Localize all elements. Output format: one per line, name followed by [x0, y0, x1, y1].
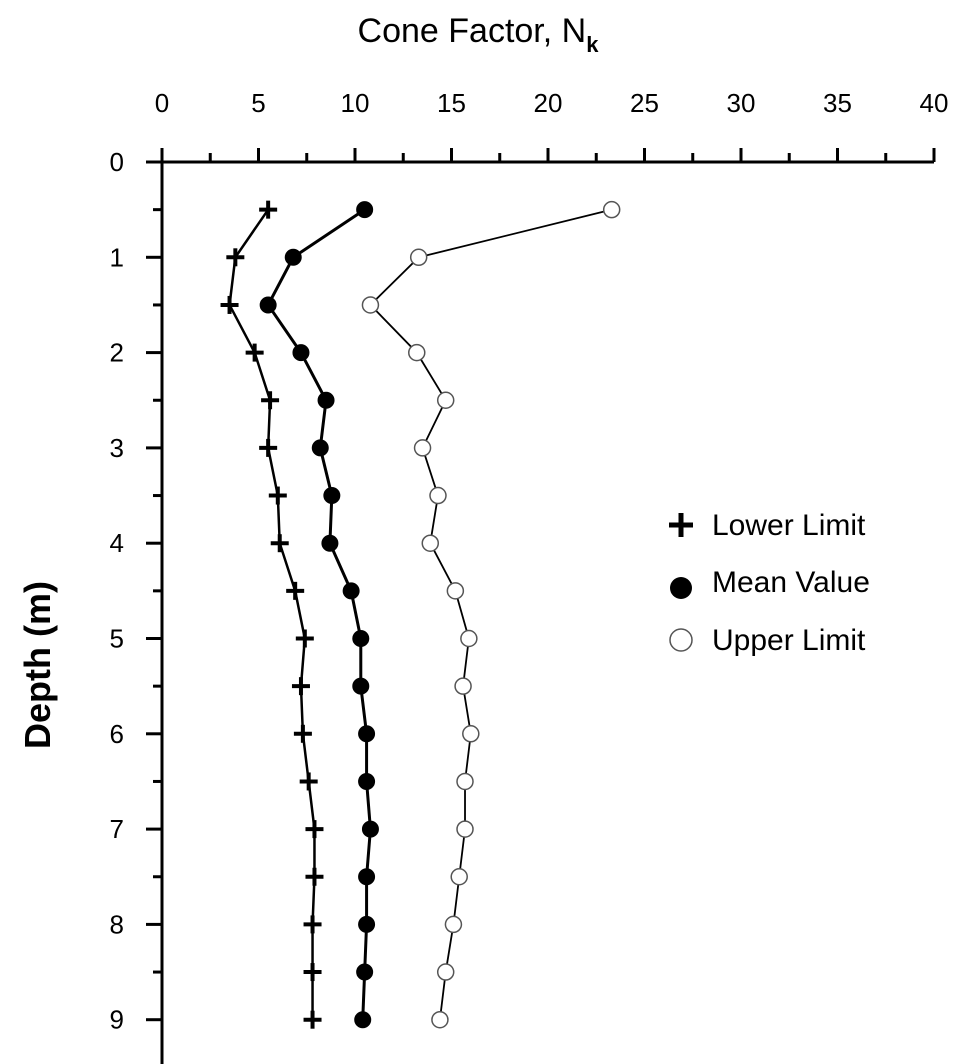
data-point: [270, 534, 289, 553]
data-point: [356, 963, 374, 981]
data-point: [409, 248, 428, 267]
data-point: [421, 534, 440, 552]
y-ticks: 0 1 2 3 4 5 6 7 8 9: [110, 147, 162, 1035]
data-point: [429, 486, 447, 505]
y-axis-title: Depth (m): [17, 581, 58, 749]
y-tick-label: 1: [110, 242, 124, 272]
data-point: [284, 248, 302, 266]
data-point: [436, 391, 455, 409]
legend-label: Mean Value: [712, 566, 870, 599]
x-axis-title-text: Cone Factor, N: [358, 12, 587, 50]
x-tick-label: 10: [341, 88, 370, 118]
x-tick-label: 20: [534, 88, 563, 118]
data-point: [303, 963, 322, 982]
data-point: [456, 772, 474, 791]
data-point: [358, 915, 376, 933]
data-point: [311, 439, 329, 457]
data-point: [245, 343, 264, 362]
legend-label: Lower Limit: [712, 509, 866, 542]
y-tick-label: 7: [110, 814, 124, 844]
x-tick-label: 30: [727, 88, 756, 118]
data-point: [293, 724, 312, 743]
legend-label: Upper Limit: [712, 624, 866, 657]
data-point: [259, 200, 278, 219]
data-point: [462, 725, 480, 743]
x-tick-label: 35: [823, 88, 852, 118]
y-tick-label: 5: [110, 624, 124, 654]
legend-marker-open-circle: [669, 628, 693, 652]
series-layer: [220, 200, 621, 1029]
y-tick-label: 3: [110, 433, 124, 463]
x-tick-label: 5: [251, 88, 265, 118]
data-point: [321, 534, 339, 552]
x-axis-title: Cone Factor, Nk: [358, 12, 600, 57]
y-tick-label: 2: [110, 338, 124, 368]
data-point: [305, 867, 324, 886]
data-point: [456, 820, 474, 838]
legend: Lower Limit Mean Value Upper Limit: [669, 509, 870, 657]
data-point: [361, 820, 379, 838]
data-point: [259, 296, 277, 314]
data-point: [323, 487, 341, 505]
data-point: [431, 1010, 449, 1029]
series-plus: [220, 200, 324, 1029]
data-point: [460, 629, 478, 648]
data-point: [444, 915, 463, 934]
data-point: [352, 677, 370, 695]
data-point: [358, 868, 376, 886]
y-tick-label: 6: [110, 719, 124, 749]
data-point: [220, 295, 239, 314]
data-point: [295, 629, 314, 648]
data-point: [450, 868, 468, 886]
data-point: [342, 582, 360, 600]
data-point: [226, 248, 245, 267]
data-point: [361, 296, 380, 314]
data-point: [305, 820, 324, 839]
data-point: [408, 343, 426, 362]
series-open-circle: [361, 200, 621, 1029]
data-point: [358, 772, 376, 790]
x-tick-label: 0: [155, 88, 169, 118]
x-tick-label: 25: [630, 88, 659, 118]
data-point: [299, 772, 318, 791]
data-point: [268, 486, 287, 505]
series-filled-circle: [259, 201, 379, 1029]
x-ticks: 0 5 10 15 20 25 30 35 40: [155, 88, 949, 162]
data-point: [602, 200, 621, 219]
data-point: [259, 438, 278, 457]
x-tick-label: 40: [920, 88, 949, 118]
data-point: [413, 439, 432, 457]
data-point: [303, 1010, 322, 1029]
data-point: [454, 677, 472, 695]
data-point: [286, 581, 305, 600]
data-point: [292, 344, 310, 362]
series-line: [266, 208, 372, 1020]
data-point: [291, 677, 310, 696]
data-point: [358, 725, 376, 743]
y-tick-label: 9: [110, 1005, 124, 1035]
data-point: [261, 391, 280, 410]
series-line: [228, 208, 316, 1020]
data-point: [354, 1011, 372, 1029]
legend-marker-filled-circle: [670, 577, 692, 599]
y-tick-label: 8: [110, 909, 124, 939]
legend-marker-plus: [669, 513, 693, 537]
y-tick-label: 0: [110, 147, 124, 177]
y-tick-label: 4: [110, 528, 124, 558]
series-line: [369, 208, 612, 1020]
x-tick-label: 15: [437, 88, 466, 118]
data-point: [303, 915, 322, 934]
data-point: [356, 201, 374, 219]
x-axis-title-subscript: k: [586, 32, 599, 57]
data-point: [352, 630, 370, 647]
data-point: [436, 963, 455, 981]
data-point: [317, 391, 335, 409]
data-point: [446, 582, 465, 600]
